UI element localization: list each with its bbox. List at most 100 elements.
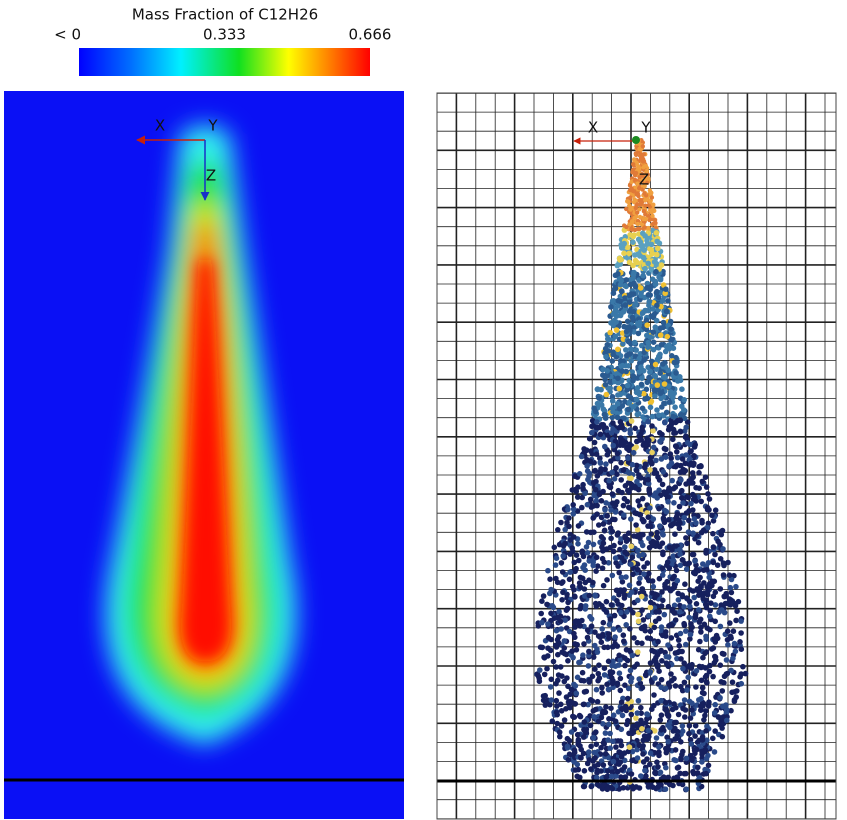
particle: [591, 492, 597, 499]
particle: [696, 697, 702, 703]
particle: [710, 530, 716, 537]
particle: [690, 768, 696, 775]
particle: [621, 495, 628, 502]
particle: [691, 453, 697, 459]
particle: [628, 516, 634, 522]
particle: [608, 535, 614, 542]
particle: [553, 555, 560, 561]
particle: [710, 735, 716, 742]
particle: [581, 768, 588, 774]
particle: [593, 774, 600, 781]
particle: [656, 752, 662, 759]
particle: [547, 701, 553, 708]
particle: [621, 415, 627, 422]
particle: [580, 734, 587, 740]
particle: [643, 203, 648, 208]
particle: [627, 281, 634, 288]
particle: [587, 458, 594, 465]
particle: [738, 671, 744, 677]
particle: [660, 319, 667, 326]
particle: [677, 609, 683, 615]
particle: [625, 455, 631, 462]
particle: [652, 393, 658, 400]
particle: [605, 737, 611, 743]
particle: [636, 785, 643, 791]
particle: [624, 352, 630, 359]
particle: [728, 576, 735, 583]
particle: [656, 575, 663, 582]
particle: [602, 443, 608, 450]
particle: [600, 372, 606, 379]
particle: [693, 601, 700, 607]
particle: [672, 736, 678, 742]
particle: [621, 638, 627, 644]
particle: [654, 529, 660, 536]
particle: [566, 737, 573, 744]
particle: [679, 487, 685, 494]
particle: [567, 537, 574, 543]
particle: [608, 458, 614, 464]
particle: [634, 478, 640, 485]
particle: [617, 738, 624, 744]
particle: [594, 698, 601, 705]
particle: [636, 742, 643, 749]
contour-panel: [4, 91, 404, 819]
particle: [626, 250, 632, 257]
particle: [665, 494, 672, 500]
particle: [633, 522, 639, 528]
colorbar-tick-label: < 0: [54, 26, 81, 44]
particle: [662, 585, 669, 591]
particle: [691, 594, 697, 601]
particle: [607, 616, 614, 622]
particle: [640, 144, 645, 149]
particle: [535, 623, 542, 629]
particle: [569, 648, 575, 654]
particle: [634, 661, 640, 667]
particle: [725, 559, 731, 566]
particle: [660, 469, 667, 475]
particle: [623, 277, 630, 283]
particle: [622, 295, 628, 301]
particle: [607, 379, 613, 386]
particle: [642, 191, 647, 196]
particle: [656, 412, 662, 419]
particle: [686, 560, 692, 566]
particle: [635, 498, 641, 504]
particle: [650, 784, 656, 790]
particle: [631, 635, 637, 641]
particle: [609, 469, 615, 476]
particle: [696, 470, 702, 476]
particle: [642, 627, 648, 634]
particle: [626, 447, 632, 454]
y-label: Y: [640, 119, 651, 137]
particle: [646, 298, 653, 305]
particle: [668, 671, 674, 677]
particle: [703, 755, 710, 762]
particle: [705, 520, 712, 527]
particle: [684, 419, 691, 425]
particle: [555, 651, 561, 658]
particle: [717, 623, 724, 630]
particle: [636, 369, 643, 375]
particle: [599, 684, 605, 691]
particle: [728, 667, 734, 674]
particle: [578, 755, 584, 761]
particle: [554, 720, 560, 727]
particle: [654, 238, 660, 245]
axis-triad: X Y Z: [573, 119, 651, 189]
particle: [644, 711, 651, 718]
particle: [727, 584, 734, 591]
particle: [540, 593, 547, 599]
particle: [638, 593, 645, 600]
particle: [637, 680, 644, 686]
particle: [599, 626, 605, 632]
particle: [649, 190, 654, 195]
particle: [666, 485, 672, 492]
particle: [738, 680, 745, 687]
particle: [650, 329, 657, 336]
particle: [697, 574, 703, 581]
particle: [651, 202, 656, 207]
particle: [619, 706, 625, 712]
particle: [689, 470, 696, 476]
particle: [628, 543, 635, 550]
